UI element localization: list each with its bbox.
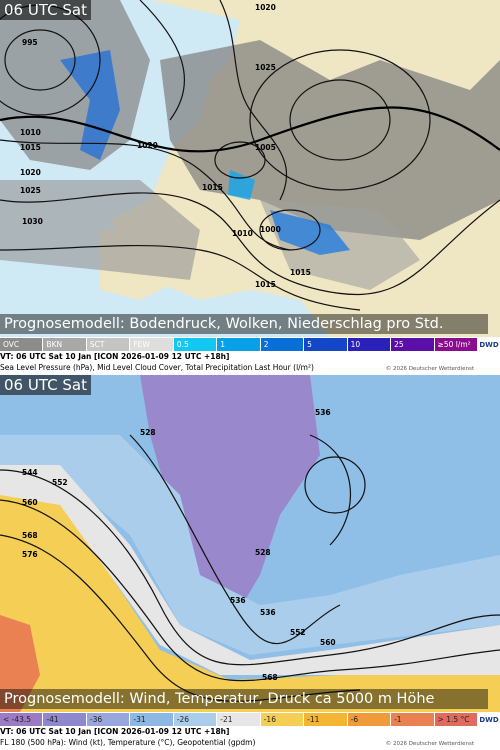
contour-label: 995 (22, 38, 38, 47)
legend-item: 1 (217, 338, 261, 351)
contour-label: 536 (315, 408, 331, 417)
contour-label: 1015 (20, 143, 41, 152)
legend-item: -31 (130, 713, 174, 726)
contour-label: 1000 (260, 225, 281, 234)
contour-label: 1005 (255, 143, 276, 152)
legend-item: OVC (0, 338, 44, 351)
contour-label: 1015 (255, 280, 276, 289)
caption: Prognosemodell: Wind, Temperatur, Druck … (0, 689, 488, 709)
legend-item: -11 (304, 713, 348, 726)
legend-item: -6 (347, 713, 392, 726)
legend-item: BKN (43, 338, 87, 351)
legend: < -43.5 -41 -36 -31 -26 -21 -16 -11 -6 -1 > 1.5 °C (0, 713, 478, 726)
logo: DWD (478, 713, 500, 749)
legend-item: 0.5 (173, 338, 218, 351)
contour-label: 1025 (255, 63, 276, 72)
contour-label: 544 (22, 468, 38, 477)
legend-item: 10 (347, 338, 392, 351)
copyright: © 2026 Deutscher Wetterdienst (385, 741, 474, 747)
contour-label: 560 (320, 638, 336, 647)
description: FL 180 (500 hPa): Wind (kt), Temperature… (0, 738, 256, 747)
contour-label: 528 (255, 548, 271, 557)
contour-label: 1015 (290, 268, 311, 277)
valid-time: VT: 06 UTC Sat 10 Jan [ICON 2026-01-09 1… (0, 352, 230, 361)
contour-label: 1020 (255, 3, 276, 12)
legend-item: -36 (86, 713, 131, 726)
legend-item: -1 (391, 713, 435, 726)
contour-label: 536 (230, 596, 246, 605)
contour-label: 1020 (137, 141, 158, 150)
legend-item: 2 (260, 338, 305, 351)
surface-map: 1020 995 1010 1015 1020 1025 1030 1015 1005 1000 1… (0, 0, 500, 337)
caption: Prognosemodell: Bodendruck, Wolken, Nied… (0, 314, 488, 334)
contour-label: 528 (140, 428, 156, 437)
contour-label: 1025 (20, 186, 41, 195)
logo: DWD (478, 338, 500, 374)
legend-item: -21 (217, 713, 261, 726)
description: Sea Level Pressure (hPa), Mid Level Clou… (0, 363, 314, 372)
contour-label: 552 (290, 628, 306, 637)
valid-time: VT: 06 UTC Sat 10 Jan [ICON 2026-01-09 1… (0, 727, 230, 736)
contour-label: 1010 (20, 128, 41, 137)
legend-item: -16 (260, 713, 305, 726)
contour-label: 552 (52, 478, 68, 487)
contour-label: 536 (260, 608, 276, 617)
contour-label: 1030 (22, 217, 43, 226)
contour-label: 568 (22, 531, 38, 540)
contour-label: 1020 (20, 168, 41, 177)
contour-label: 560 (22, 498, 38, 507)
legend-item: < -43.5 (0, 713, 44, 726)
legend-item: 5 (304, 338, 348, 351)
legend-item: -26 (173, 713, 218, 726)
upper-air-map: 544 552 560 568 576 528 536 528 536 552 560 568 536 (0, 375, 500, 712)
contour-label: 1015 (202, 183, 223, 192)
contour-label: 1010 (232, 229, 253, 238)
contour-label: 568 (262, 673, 278, 682)
legend-item: ≥50 l/m² (434, 338, 478, 351)
legend: OVC BKN SCT FEW 0.5 1 2 5 10 25 ≥50 l/m² (0, 338, 478, 351)
legend-item: > 1.5 °C (434, 713, 478, 726)
legend-item: 25 (391, 338, 435, 351)
legend-item: FEW (130, 338, 174, 351)
contour-label: 576 (22, 550, 38, 559)
time-label: 06 UTC Sat (0, 0, 91, 20)
legend-item: -41 (43, 713, 87, 726)
legend-item: SCT (86, 338, 131, 351)
time-label: 06 UTC Sat (0, 375, 91, 395)
copyright: © 2026 Deutscher Wetterdienst (385, 366, 474, 372)
